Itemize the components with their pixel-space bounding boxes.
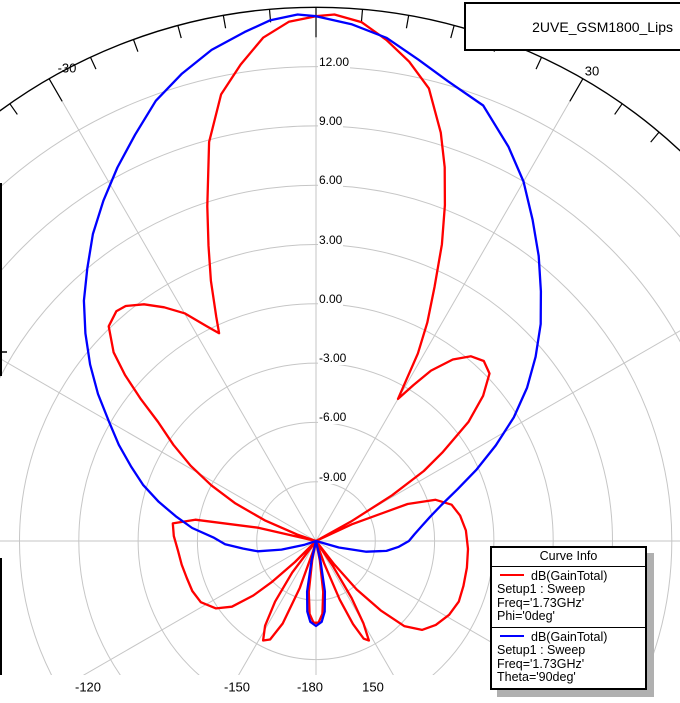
legend[interactable]: Curve Info dB(GainTotal) Setup1 : Sweep … bbox=[490, 546, 647, 690]
gain-curve-phi0 bbox=[107, 13, 491, 642]
angle-label-30: 30 bbox=[584, 63, 600, 79]
radial-tick-label: 0.00 bbox=[318, 291, 344, 306]
angle-label--150: -150 bbox=[223, 679, 251, 695]
blue-curve-swatch bbox=[500, 635, 524, 638]
legend-trace-line: Freq='1.73GHz' Theta='90deg' bbox=[497, 656, 585, 684]
plot-title-box: 2UVE_GSM1800_Lips bbox=[464, 2, 680, 51]
angle-label--30: -30 bbox=[57, 60, 77, 76]
legend-trace-line: Freq='1.73GHz' Phi='0deg' bbox=[497, 595, 585, 623]
legend-curve-label: dB(GainTotal) bbox=[531, 629, 608, 644]
radial-tick-label: -9.00 bbox=[318, 469, 348, 484]
gain-curve-theta90 bbox=[82, 13, 543, 628]
red-curve-swatch bbox=[500, 574, 524, 577]
legend-setup-line: Setup1 : Sweep bbox=[497, 643, 586, 657]
polar-plot-canvas[interactable] bbox=[0, 0, 680, 675]
radial-tick-label: 9.00 bbox=[318, 113, 344, 128]
legend-curve-label: dB(GainTotal) bbox=[531, 568, 608, 583]
legend-setup-line: Setup1 : Sweep bbox=[497, 582, 586, 596]
radial-tick-label: 3.00 bbox=[318, 232, 344, 247]
plot-title: 2UVE_GSM1800_Lips bbox=[532, 18, 673, 35]
legend-entry-red[interactable]: dB(GainTotal) Setup1 : Sweep Freq='1.73G… bbox=[492, 567, 645, 628]
angle-label--180: -180 bbox=[296, 679, 324, 695]
radial-tick-label: -6.00 bbox=[318, 410, 348, 425]
radial-tick-label: -3.00 bbox=[318, 351, 348, 366]
legend-entry-blue[interactable]: dB(GainTotal) Setup1 : Sweep Freq='1.73G… bbox=[492, 628, 645, 688]
radial-tick-label: 12.00 bbox=[318, 54, 351, 69]
legend-header: Curve Info bbox=[492, 548, 645, 567]
radial-tick-label: 6.00 bbox=[318, 173, 344, 188]
angle-label-150: 150 bbox=[362, 679, 384, 695]
angle-label--120: -120 bbox=[74, 679, 102, 695]
